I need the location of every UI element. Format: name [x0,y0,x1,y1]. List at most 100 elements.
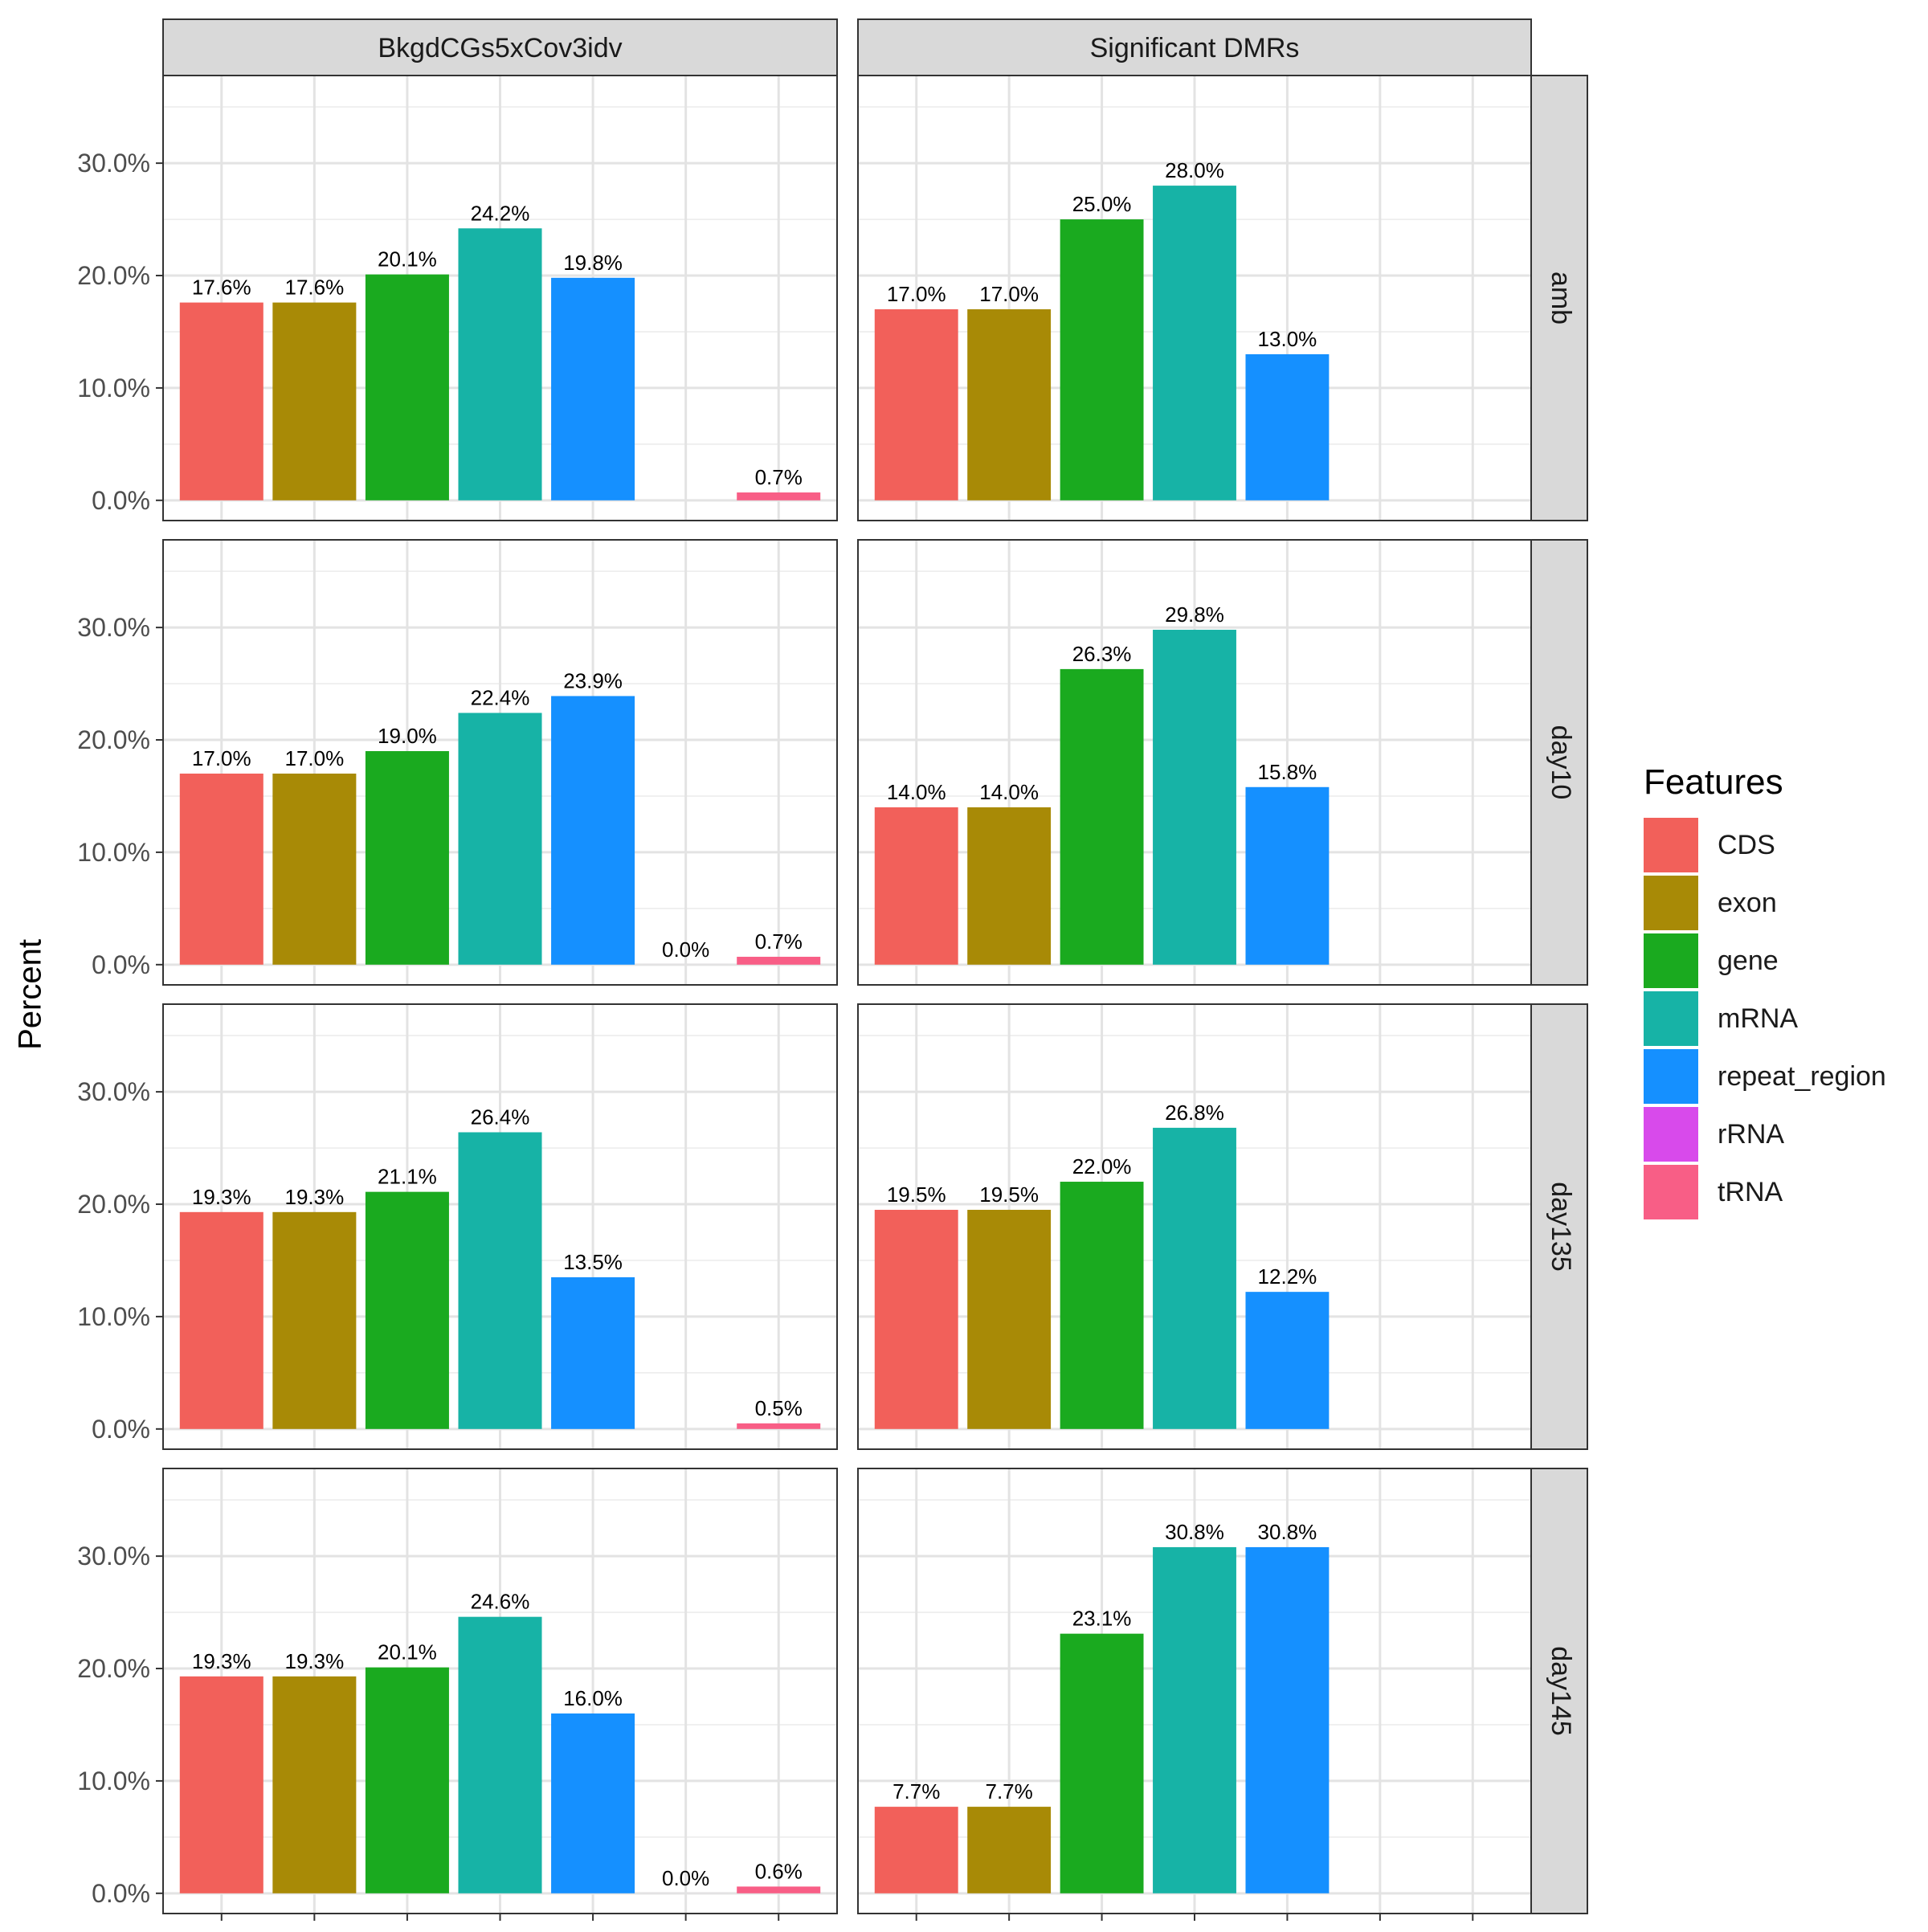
bar-repeat_region [1245,787,1329,965]
bar-exon [967,807,1051,965]
data-label-CDS: 7.7% [893,1779,940,1803]
data-label-tRNA: 0.5% [755,1396,803,1420]
legend-key-CDS [1644,818,1698,872]
y-tick-label: 30.0% [77,1542,150,1571]
row-strip-label: day145 [1546,1646,1576,1736]
data-label-tRNA: 0.7% [755,929,803,954]
panel-amb-bkgd: 17.6%17.6%20.1%24.2%19.8%0.7%0.0%10.0%20… [77,76,837,521]
data-label-gene: 19.0% [378,724,437,748]
bar-tRNA [737,1423,820,1429]
legend-label-mRNA: mRNA [1718,1003,1798,1034]
data-label-exon: 17.6% [284,276,344,300]
bar-mRNA [458,1617,541,1893]
bar-CDS [180,774,263,965]
bar-tRNA [737,957,820,965]
bar-repeat_region [1245,1292,1329,1429]
panel-day135-bkgd: 19.3%19.3%21.1%26.4%13.5%0.5%0.0%10.0%20… [77,1004,837,1449]
data-label-rRNA: 0.0% [662,937,709,962]
y-tick-label: 30.0% [77,1077,150,1106]
data-label-repeat_region: 12.2% [1258,1264,1317,1289]
data-label-tRNA: 0.6% [755,1859,803,1883]
bar-exon [967,309,1051,500]
legend-label-tRNA: tRNA [1718,1177,1783,1207]
bar-gene [1060,1634,1144,1893]
data-label-repeat_region: 13.5% [563,1250,623,1274]
data-label-CDS: 14.0% [887,780,946,804]
bar-CDS [875,309,958,500]
data-label-mRNA: 24.6% [471,1590,530,1614]
data-label-mRNA: 28.0% [1165,158,1224,182]
data-label-repeat_region: 30.8% [1258,1520,1317,1544]
column-strip-label: Significant DMRs [1090,33,1300,63]
data-label-rRNA: 0.0% [662,1866,709,1890]
legend-key-exon [1644,876,1698,930]
legend-key-repeat_region [1644,1049,1698,1104]
bar-repeat_region [551,1277,635,1429]
data-label-repeat_region: 13.0% [1258,327,1317,351]
legend-label-gene: gene [1718,946,1779,976]
panel-day10-dmr: 14.0% 14.0% 26.3% 29.8% 15.8% [858,540,1531,985]
data-label-tRNA: 0.7% [755,465,803,489]
bar-exon [272,303,356,500]
bar-mRNA [1153,630,1236,965]
data-label-mRNA: 29.8% [1165,602,1224,627]
bar-exon [967,1210,1051,1429]
y-tick-label: 10.0% [77,1767,150,1795]
row-strip-label: amb [1546,272,1576,325]
row-strip-label: day10 [1546,725,1576,800]
data-label-repeat_region: 15.8% [1258,760,1317,784]
panel-amb-dmr: 17.0%17.0%25.0%28.0%13.0% [858,76,1531,521]
bar-gene [1060,219,1144,500]
y-tick-label: 0.0% [92,1879,150,1908]
data-label-exon: 19.3% [284,1649,344,1673]
data-label-mRNA: 24.2% [471,201,530,225]
legend-label-repeat_region: repeat_region [1718,1061,1886,1092]
bar-gene [366,275,449,500]
data-label-gene: 26.3% [1072,642,1132,666]
bar-CDS [180,1677,263,1893]
panel-day10-bkgd: 17.0%17.0%19.0%22.4%23.9%0.0%0.7%0.0%10.… [77,540,837,985]
y-tick-label: 30.0% [77,149,150,178]
data-label-CDS: 17.0% [887,282,946,306]
data-label-mRNA: 30.8% [1165,1520,1224,1544]
data-label-exon: 14.0% [979,780,1039,804]
bar-mRNA [1153,1547,1236,1893]
legend-title: Features [1644,762,1783,802]
y-tick-label: 0.0% [92,950,150,979]
y-tick-label: 10.0% [77,374,150,402]
data-label-CDS: 17.6% [192,276,251,300]
bar-CDS [875,807,958,965]
bar-CDS [180,1212,263,1429]
legend-key-tRNA [1644,1165,1698,1219]
bar-mRNA [458,228,541,500]
data-label-gene: 23.1% [1072,1607,1132,1631]
bar-repeat_region [1245,354,1329,500]
column-strip-label: BkgdCGs5xCov3idv [378,33,622,63]
bar-CDS [180,303,263,500]
legend-key-rRNA [1644,1107,1698,1162]
data-label-repeat_region: 19.8% [563,251,623,275]
panel-day145-bkgd: 19.3%19.3%20.1%24.6%16.0%0.0%0.6%0.0%10.… [77,1468,837,1921]
data-label-exon: 17.0% [284,746,344,770]
bar-exon [967,1807,1051,1893]
bar-exon [272,774,356,965]
y-tick-label: 10.0% [77,838,150,867]
data-label-CDS: 17.0% [192,746,251,770]
data-label-gene: 20.1% [378,1640,437,1664]
y-tick-label: 20.0% [77,1190,150,1219]
data-label-exon: 19.3% [284,1185,344,1209]
y-tick-label: 10.0% [77,1302,150,1331]
bar-gene [366,1668,449,1893]
panel-day135-dmr: 19.5%19.5%22.0%26.8%12.2% [858,1004,1531,1449]
y-axis-title: Percent [13,939,48,1050]
bar-gene [1060,1182,1144,1429]
bar-tRNA [737,1886,820,1893]
y-tick-label: 0.0% [92,486,150,515]
bar-exon [272,1677,356,1893]
data-label-repeat_region: 16.0% [563,1686,623,1710]
legend-key-mRNA [1644,991,1698,1046]
data-label-CDS: 19.5% [887,1182,946,1207]
bar-CDS [875,1807,958,1893]
